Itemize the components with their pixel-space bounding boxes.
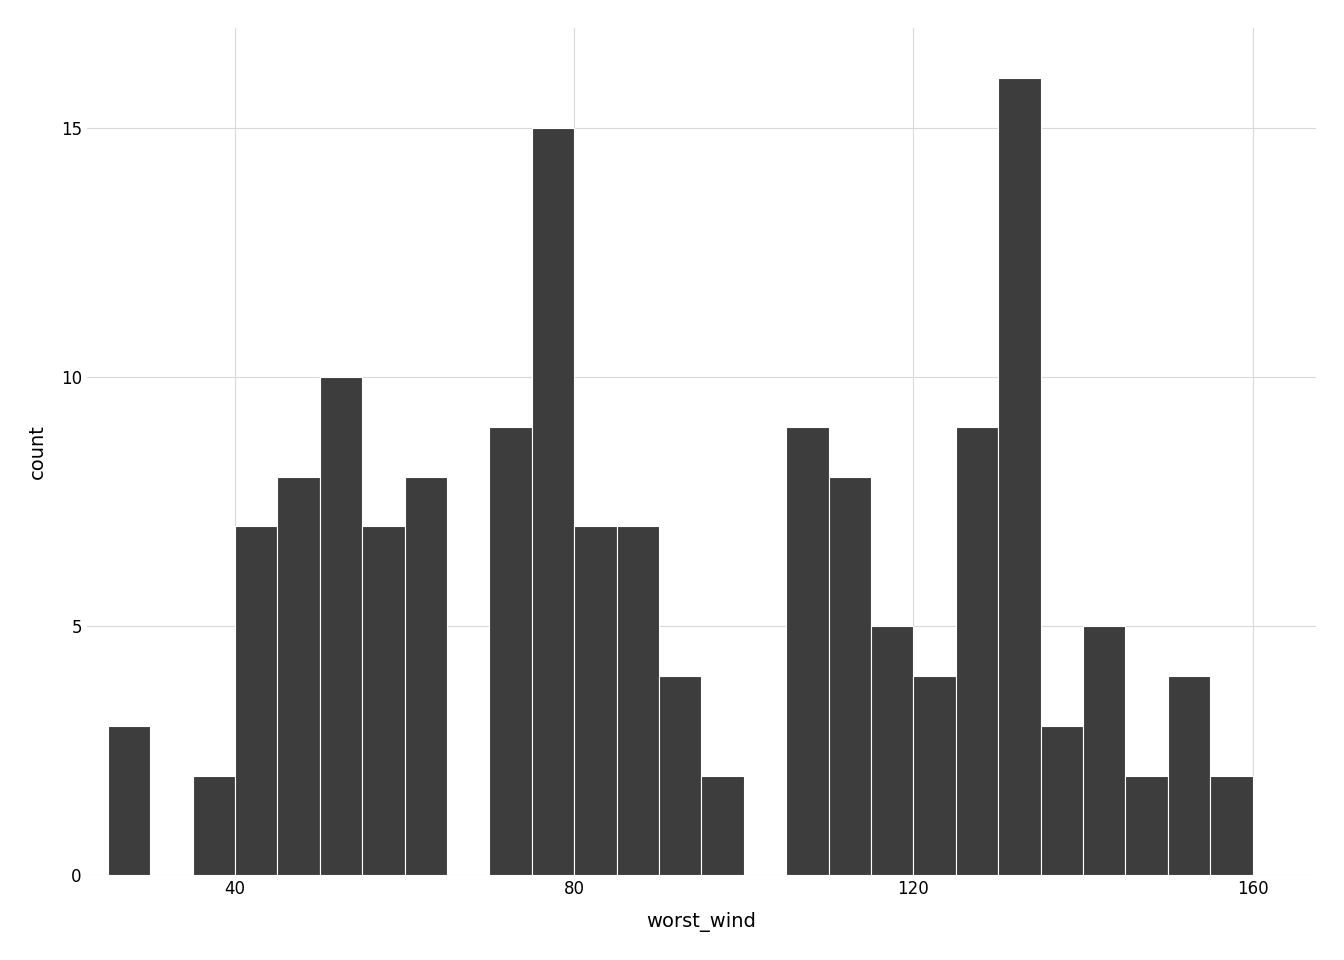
Bar [405, 476, 448, 876]
Bar [829, 476, 871, 876]
Bar [702, 776, 743, 876]
Bar [999, 78, 1040, 876]
Bar [320, 377, 363, 876]
Bar [871, 626, 914, 876]
Bar [1040, 726, 1083, 876]
Bar [1125, 776, 1168, 876]
Bar [532, 128, 574, 876]
Bar [235, 526, 277, 876]
Bar [786, 426, 829, 876]
Bar [1083, 626, 1125, 876]
Bar [277, 476, 320, 876]
Bar [574, 526, 617, 876]
Bar [363, 526, 405, 876]
Bar [956, 426, 999, 876]
Y-axis label: count: count [28, 424, 47, 479]
X-axis label: worst_wind: worst_wind [646, 912, 757, 932]
Bar [914, 676, 956, 876]
Bar [659, 676, 702, 876]
Bar [617, 526, 659, 876]
Bar [489, 426, 532, 876]
Bar [192, 776, 235, 876]
Bar [1210, 776, 1253, 876]
Bar [108, 726, 151, 876]
Bar [1168, 676, 1210, 876]
